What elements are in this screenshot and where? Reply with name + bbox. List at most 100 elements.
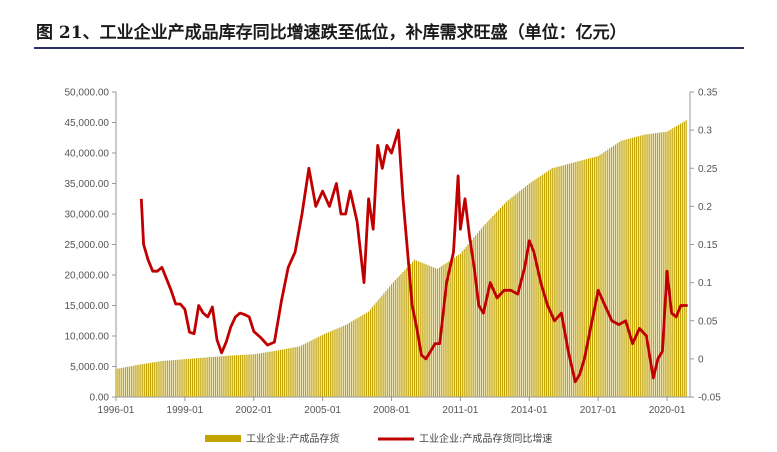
inventory-bar xyxy=(488,220,490,397)
inventory-bar xyxy=(679,123,682,398)
inventory-bar xyxy=(128,366,130,397)
inventory-bar xyxy=(356,318,358,397)
inventory-bar xyxy=(327,332,329,397)
inventory-bar xyxy=(496,211,498,397)
inventory-bar xyxy=(308,341,310,397)
inventory-bar xyxy=(203,357,205,397)
inventory-bar xyxy=(299,346,301,397)
inventory-bar xyxy=(247,354,249,397)
inventory-bar xyxy=(478,230,481,397)
inventory-bar xyxy=(302,344,305,397)
inventory-bar xyxy=(209,357,211,397)
inventory-bar xyxy=(245,354,247,397)
inventory-bar xyxy=(287,348,289,397)
inventory-bar xyxy=(616,143,618,397)
inventory-bar xyxy=(306,342,308,397)
inventory-bar xyxy=(341,326,343,397)
inventory-bar xyxy=(614,144,616,397)
inventory-bar xyxy=(664,131,666,397)
inventory-bar xyxy=(448,261,450,397)
inventory-bar xyxy=(350,321,352,397)
inventory-bar xyxy=(197,358,199,397)
right-tick-label: 0.15 xyxy=(698,240,718,251)
right-tick-label: 0.05 xyxy=(698,316,718,327)
inventory-bar xyxy=(501,205,504,397)
inventory-bar xyxy=(589,158,592,397)
inventory-bar xyxy=(237,355,240,397)
left-tick-label: 30,000.00 xyxy=(65,210,110,221)
inventory-bar xyxy=(396,278,398,397)
inventory-bar xyxy=(433,267,435,397)
inventory-bar xyxy=(566,164,569,397)
inventory-bar xyxy=(563,165,565,397)
inventory-bar xyxy=(140,364,142,397)
inventory-bar xyxy=(413,259,416,397)
inventory-bar xyxy=(603,152,605,397)
inventory-bar xyxy=(576,161,578,397)
inventory-bar xyxy=(167,360,169,397)
inventory-bar xyxy=(677,124,680,397)
left-tick-label: 35,000.00 xyxy=(65,179,110,190)
inventory-bar xyxy=(624,139,626,398)
inventory-bar xyxy=(438,267,440,397)
inventory-bar xyxy=(329,331,331,397)
x-tick-label: 2005-01 xyxy=(304,405,341,416)
inventory-bar xyxy=(467,244,469,397)
inventory-bar xyxy=(138,364,140,397)
right-tick-label: 0.1 xyxy=(698,278,712,289)
inventory-bar xyxy=(191,358,194,397)
inventory-bar xyxy=(436,268,439,397)
inventory-bar xyxy=(658,132,660,397)
inventory-bar xyxy=(477,233,479,397)
title-rule xyxy=(34,47,744,49)
inventory-bar xyxy=(268,351,270,397)
inventory-bar xyxy=(635,136,638,397)
inventory-bar xyxy=(632,137,634,397)
inventory-bar xyxy=(471,239,473,397)
inventory-bar xyxy=(557,166,559,397)
inventory-bar xyxy=(400,273,402,397)
x-tick-label: 2020-01 xyxy=(649,405,686,416)
inventory-bar xyxy=(513,195,515,397)
inventory-bar xyxy=(593,157,595,397)
inventory-bar xyxy=(609,148,611,397)
inventory-bar xyxy=(674,127,676,398)
inventory-bar xyxy=(406,267,408,397)
inventory-bar xyxy=(272,351,274,397)
inventory-bar xyxy=(121,367,123,397)
inventory-bar xyxy=(255,353,257,397)
right-tick-label: 0.2 xyxy=(698,202,712,213)
inventory-bar xyxy=(647,134,649,398)
inventory-bar xyxy=(622,140,624,397)
inventory-bar xyxy=(446,262,448,397)
inventory-bar xyxy=(490,218,492,397)
inventory-bar xyxy=(498,209,500,397)
inventory-bar xyxy=(333,329,335,397)
inventory-bar xyxy=(176,359,178,397)
inventory-bar xyxy=(605,150,607,397)
inventory-bar xyxy=(645,134,647,397)
inventory-bar xyxy=(473,237,475,397)
inventory-bar xyxy=(289,348,291,397)
inventory-bar xyxy=(683,121,685,397)
inventory-bar xyxy=(410,263,412,397)
right-tick-label: 0 xyxy=(698,354,704,365)
inventory-bar xyxy=(228,355,230,397)
left-tick-label: 25,000.00 xyxy=(65,240,110,251)
inventory-bar xyxy=(626,139,628,397)
inventory-bar xyxy=(402,271,404,397)
inventory-bar xyxy=(568,163,571,397)
inventory-bar xyxy=(455,256,458,397)
inventory-bar xyxy=(595,156,597,397)
inventory-bar xyxy=(153,362,155,397)
inventory-bar xyxy=(505,201,507,397)
inventory-bar xyxy=(499,207,502,397)
inventory-bar xyxy=(199,357,201,397)
legend-label-line: 工业企业:产成品存货同比增速 xyxy=(419,432,552,445)
inventory-bar xyxy=(578,161,580,397)
inventory-bar xyxy=(337,328,339,397)
inventory-bar xyxy=(633,137,636,397)
inventory-bar xyxy=(211,357,213,397)
inventory-bar xyxy=(301,345,303,397)
x-tick-label: 1996-01 xyxy=(98,405,135,416)
